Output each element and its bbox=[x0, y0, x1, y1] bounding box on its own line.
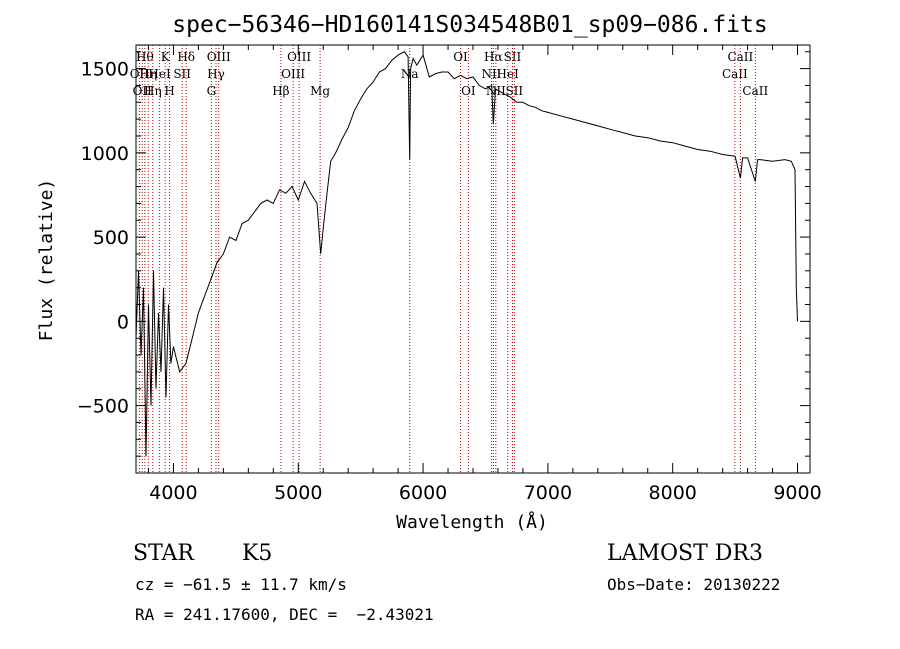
observation-date: Obs−Date: 20130222 bbox=[607, 575, 780, 594]
survey-name: LAMOST DR3 bbox=[607, 541, 763, 566]
line-marker-label-2: Hθ bbox=[136, 50, 154, 64]
line-marker-label-11: Hγ bbox=[207, 67, 225, 81]
x-tick-label-5000: 5000 bbox=[274, 482, 322, 504]
spectrum-series-0 bbox=[135, 51, 798, 457]
line-marker-label-28: CaII bbox=[742, 84, 768, 98]
line-marker-label-5: HeI bbox=[148, 67, 171, 81]
coordinates: RA = 241.17600, DEC = −2.43021 bbox=[135, 605, 434, 624]
line-marker-label-10: G bbox=[207, 84, 217, 98]
plot-frame bbox=[135, 44, 811, 474]
line-marker-label-25: SII bbox=[505, 84, 523, 98]
spectrum-plot-area bbox=[135, 51, 798, 457]
y-tick-label-0: 0 bbox=[117, 311, 129, 333]
x-tick-label-6000: 6000 bbox=[399, 482, 447, 504]
x-axis-ticks: 4000 5000 6000 7000 8000 9000 bbox=[147, 45, 822, 504]
x-tick-label-4000: 4000 bbox=[149, 482, 197, 504]
x-tick-label-8000: 8000 bbox=[649, 482, 697, 504]
redshift-cz: cz = −61.5 ± 11.7 km/s bbox=[135, 575, 347, 594]
line-marker-label-8: SII bbox=[173, 67, 191, 81]
line-marker-label-24: SII bbox=[504, 50, 522, 64]
y-tick-label-1000: 1000 bbox=[81, 143, 129, 165]
line-marker-label-1: OII bbox=[133, 84, 153, 98]
line-marker-label-17: Na bbox=[401, 67, 419, 81]
line-marker-label-13: Hβ bbox=[272, 84, 289, 98]
y-axis-ticks: −500 0 500 1000 1500 bbox=[77, 51, 810, 457]
line-marker-label-14: OIII bbox=[281, 67, 305, 81]
spectral-line-markers: OIIOIIHθHηHηHeIKHSIIHδGHγOIIIHβOIIIOIIIM… bbox=[130, 45, 768, 473]
y-tick-label--500: −500 bbox=[77, 396, 129, 418]
x-axis-title: Wavelength (Å) bbox=[396, 511, 548, 533]
line-marker-label-21: Hα bbox=[484, 50, 503, 64]
line-marker-label-18: OI bbox=[453, 50, 468, 64]
y-tick-label-1500: 1500 bbox=[81, 59, 129, 81]
line-marker-label-19: OI bbox=[461, 84, 476, 98]
line-marker-label-0: OII bbox=[130, 67, 150, 81]
line-marker-label-26: CaII bbox=[722, 67, 748, 81]
x-tick-label-7000: 7000 bbox=[524, 482, 572, 504]
object-subclass: K5 bbox=[242, 541, 272, 566]
line-marker-label-9: Hδ bbox=[177, 50, 195, 64]
line-marker-label-20: NII bbox=[481, 67, 501, 81]
y-tick-label-500: 500 bbox=[93, 227, 129, 249]
line-marker-label-6: K bbox=[161, 50, 171, 64]
line-marker-label-7: H bbox=[164, 84, 174, 98]
chart-title: spec−56346−HD160141S034548B01_sp09−086.f… bbox=[172, 12, 767, 38]
y-axis-title: Flux (relative) bbox=[36, 179, 57, 342]
line-marker-label-27: CaII bbox=[727, 50, 753, 64]
line-marker-label-23: HeI bbox=[497, 67, 520, 81]
line-marker-label-15: OIII bbox=[287, 50, 311, 64]
line-marker-label-12: OIII bbox=[207, 50, 231, 64]
line-marker-label-4: Hη bbox=[144, 84, 162, 98]
line-marker-label-22: NII bbox=[486, 84, 506, 98]
x-tick-label-9000: 9000 bbox=[773, 482, 821, 504]
line-marker-label-16: Mg bbox=[310, 84, 330, 98]
object-class: STAR bbox=[133, 541, 195, 566]
line-marker-label-3: Hη bbox=[139, 67, 157, 81]
